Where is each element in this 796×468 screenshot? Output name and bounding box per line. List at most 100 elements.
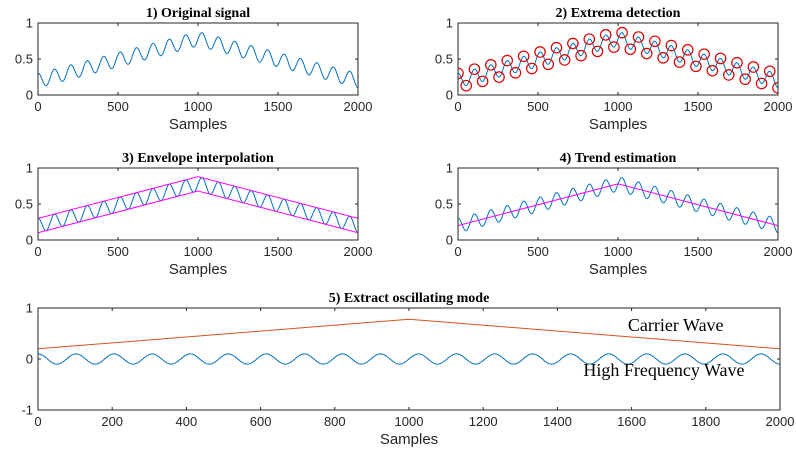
x-tick-label: 0	[34, 414, 41, 429]
x-axis-label: Samples	[589, 116, 647, 133]
x-tick-label: 1000	[184, 244, 213, 259]
y-tick-label: 0	[446, 88, 453, 103]
y-tick-label: 1	[446, 161, 453, 176]
extremum-marker	[460, 79, 473, 92]
subplot-title: 3) Envelope interpolation	[122, 151, 274, 166]
plot-area	[458, 177, 778, 234]
extremum-marker	[558, 54, 571, 66]
x-tick-label: 1500	[684, 99, 713, 114]
series-line-2	[38, 176, 358, 219]
extremum-marker	[731, 56, 743, 69]
annotation-label: High Frequency Wave	[583, 360, 744, 380]
x-tick-label: 0	[34, 244, 41, 259]
subplot-1: 0 500 1000 1500 2000 0 0.5 1 1) Original signal S…	[15, 6, 373, 133]
extremum-marker	[608, 41, 620, 53]
x-tick-label: 500	[107, 244, 129, 259]
plot-area	[458, 26, 778, 94]
extremum-marker	[624, 43, 637, 56]
axes-box	[37, 22, 359, 96]
y-tick-label: 1	[26, 16, 33, 31]
subplot-4: 0 500 1000 1500 2000 0 0.5 1 4) Trend estimation…	[435, 151, 793, 278]
x-tick-label: 2000	[344, 244, 373, 259]
series-line-3	[38, 190, 358, 234]
x-tick-label: 1200	[469, 414, 498, 429]
y-tick-label: 1	[26, 161, 33, 176]
extremum-marker	[591, 45, 604, 58]
extremum-marker	[706, 64, 719, 77]
x-axis-label: Samples	[169, 116, 227, 133]
signal-line	[458, 32, 778, 89]
x-tick-label: 1400	[543, 414, 572, 429]
extremum-marker	[567, 37, 579, 50]
extremum-marker	[542, 58, 555, 71]
x-axis-label: Samples	[589, 261, 647, 278]
signal-line	[38, 353, 780, 365]
extremum-marker	[673, 56, 686, 68]
extremum-marker	[632, 31, 645, 43]
series-line-2	[458, 183, 778, 227]
extremum-marker	[599, 29, 612, 41]
series-line-1	[38, 318, 780, 350]
extremum-marker	[550, 41, 563, 54]
subplot-5: 0 200 400 600 800 1000 1200 1400 1600 1800 2000-10…	[21, 291, 794, 448]
extremum-marker	[714, 52, 727, 65]
extremum-marker	[640, 47, 653, 60]
axes-box	[37, 167, 359, 241]
y-tick-label: 1	[446, 16, 453, 31]
y-tick-label: 0	[26, 88, 33, 103]
y-tick-label: 0.5	[15, 197, 33, 212]
x-tick-label: 0	[34, 99, 41, 114]
extremum-marker	[583, 33, 596, 45]
x-tick-label: 2000	[764, 99, 793, 114]
y-tick-label: 0.5	[435, 52, 453, 67]
extremum-marker	[468, 63, 481, 75]
x-tick-label: 1000	[184, 99, 213, 114]
x-tick-label: 400	[176, 414, 198, 429]
x-tick-label: 1600	[617, 414, 646, 429]
plot-area	[38, 176, 358, 234]
x-tick-label: 0	[454, 99, 461, 114]
extremum-marker	[501, 54, 514, 67]
subplot-title: 4) Trend estimation	[560, 151, 677, 166]
extremum-marker	[763, 65, 776, 78]
x-tick-label: 0	[454, 244, 461, 259]
x-tick-label: 800	[324, 414, 346, 429]
extremum-marker	[698, 48, 710, 60]
x-tick-label: 1000	[395, 414, 424, 429]
y-tick-label: 1	[26, 301, 33, 316]
signal-line	[38, 32, 358, 89]
x-axis-label: Samples	[380, 431, 438, 448]
signal-line	[38, 177, 358, 234]
extremum-marker	[476, 75, 489, 88]
plot-area	[38, 318, 780, 365]
x-tick-label: 500	[527, 99, 549, 114]
extremum-marker	[534, 46, 546, 58]
x-tick-label: 500	[107, 99, 129, 114]
extremum-marker	[526, 62, 538, 75]
subplot-title: 5) Extract oscillating mode	[329, 291, 490, 306]
extremum-marker	[517, 50, 530, 63]
extremum-marker	[681, 44, 694, 56]
subplot-title: 2) Extrema detection	[556, 6, 681, 21]
y-tick-label: 0	[446, 233, 453, 248]
extremum-marker	[616, 26, 628, 39]
subplot-2: 0 500 1000 1500 2000 0 0.5 1 2) Extrema detectio…	[435, 6, 793, 133]
axes-box	[457, 167, 779, 241]
x-tick-label: 2000	[344, 99, 373, 114]
y-tick-label: 0.5	[435, 197, 453, 212]
signal-line	[458, 177, 778, 234]
x-tick-label: 600	[250, 414, 272, 429]
extremum-marker	[747, 61, 760, 73]
subplot-3: 0 500 1000 1500 2000 0 0.5 1 3) Envelope interpo…	[15, 151, 373, 278]
extremum-marker	[657, 52, 669, 64]
extremum-marker	[722, 69, 735, 81]
x-tick-label: 1500	[684, 244, 713, 259]
x-tick-label: 1500	[264, 244, 293, 259]
extremum-marker	[690, 60, 702, 73]
x-tick-label: 2000	[764, 244, 793, 259]
extremum-marker	[739, 73, 751, 86]
x-tick-label: 200	[101, 414, 123, 429]
extremum-marker	[649, 35, 661, 48]
y-tick-label: 0	[26, 233, 33, 248]
